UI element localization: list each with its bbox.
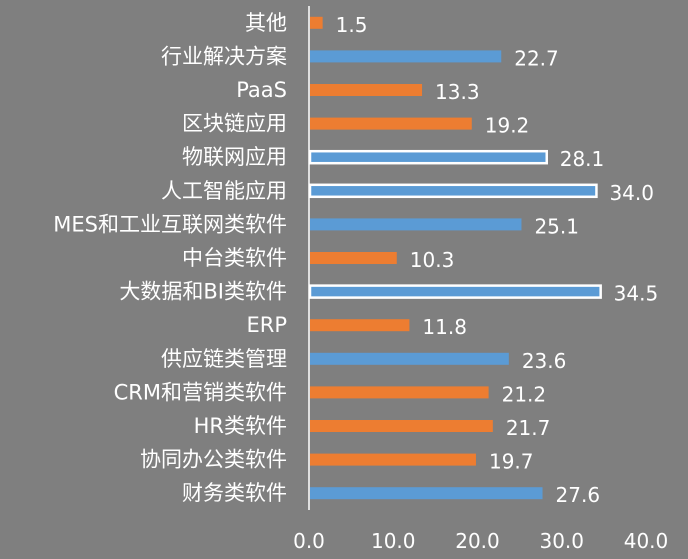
bar — [308, 183, 598, 199]
data-label: 27.6 — [556, 483, 601, 507]
bar — [310, 218, 522, 231]
data-label: 28.1 — [560, 147, 605, 171]
x-tick-label: 30.0 — [539, 529, 584, 553]
bar — [310, 420, 493, 432]
bar — [310, 352, 509, 365]
category-label: PaaS — [236, 78, 287, 102]
category-label: 中台类软件 — [182, 246, 287, 270]
x-tick-label: 0.0 — [293, 529, 325, 553]
bar — [310, 252, 397, 264]
data-label: 13.3 — [435, 80, 480, 104]
data-label: 10.3 — [410, 248, 455, 272]
category-label: 行业解决方案 — [161, 44, 287, 68]
data-label: 25.1 — [534, 214, 579, 238]
data-label: 22.7 — [514, 46, 559, 70]
category-label: 物联网应用 — [182, 145, 287, 169]
x-tick-label: 40.0 — [624, 529, 669, 553]
category-label: 其他 — [245, 11, 287, 35]
category-label: 区块链应用 — [182, 112, 287, 136]
bar — [308, 284, 602, 299]
bar — [310, 386, 489, 399]
category-label: 人工智能应用 — [161, 179, 287, 203]
data-label: 1.5 — [336, 13, 368, 37]
category-label: 协同办公类软件 — [140, 448, 287, 472]
bar — [310, 16, 323, 29]
data-label: 11.8 — [422, 315, 467, 339]
data-label: 21.7 — [506, 416, 551, 440]
data-label: 34.0 — [609, 181, 654, 205]
category-label: 供应链类管理 — [161, 347, 287, 371]
data-label: 34.5 — [614, 282, 659, 306]
category-label: CRM和营销类软件 — [114, 380, 287, 404]
bar — [310, 117, 472, 130]
category-label: ERP — [246, 313, 287, 337]
category-label: HR类软件 — [194, 414, 287, 438]
bar — [310, 50, 502, 63]
bar — [310, 487, 543, 500]
data-label: 21.2 — [502, 382, 547, 406]
bar — [310, 319, 410, 332]
bar — [310, 84, 423, 96]
category-label: MES和工业互联网类软件 — [53, 212, 287, 236]
bar — [308, 149, 548, 165]
data-label: 19.7 — [489, 450, 534, 474]
data-label: 23.6 — [522, 349, 567, 373]
x-tick-label: 10.0 — [371, 529, 416, 553]
category-label: 财务类软件 — [182, 481, 287, 505]
x-tick-label: 20.0 — [455, 529, 500, 553]
data-label: 19.2 — [485, 114, 530, 138]
bar — [310, 453, 476, 466]
category-label: 大数据和BI类软件 — [119, 280, 287, 304]
